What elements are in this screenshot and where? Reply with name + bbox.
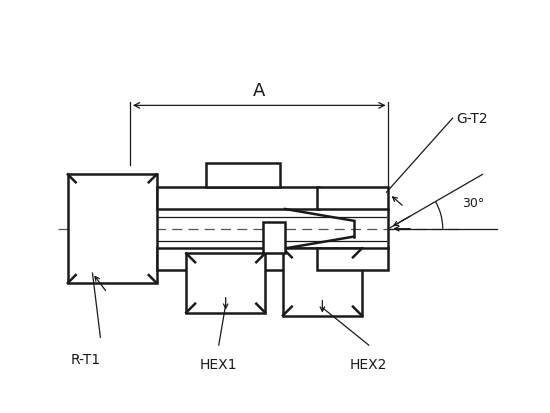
Bar [157, 249, 320, 271]
Bar [206, 163, 280, 188]
Bar [283, 249, 362, 316]
Bar [157, 188, 320, 209]
Bar [68, 175, 157, 283]
Text: 30°: 30° [462, 197, 484, 209]
Text: R-T1: R-T1 [71, 352, 101, 366]
Bar [317, 188, 388, 209]
Text: HEX2: HEX2 [350, 357, 387, 371]
Bar [317, 249, 388, 271]
Text: HEX1: HEX1 [200, 357, 238, 371]
Bar [186, 254, 265, 313]
Text: G-T2: G-T2 [456, 112, 488, 126]
Bar [263, 222, 285, 254]
Text: A: A [253, 82, 266, 100]
